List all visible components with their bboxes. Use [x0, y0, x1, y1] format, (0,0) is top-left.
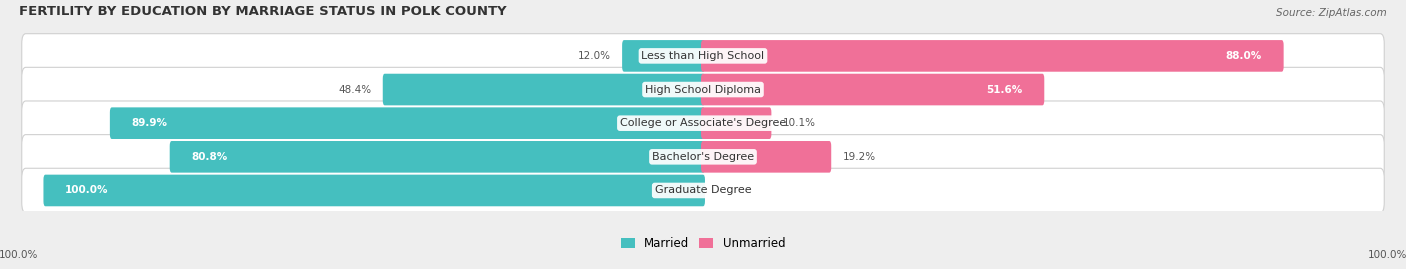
FancyBboxPatch shape: [44, 175, 704, 206]
Text: Graduate Degree: Graduate Degree: [655, 185, 751, 196]
Text: 80.8%: 80.8%: [191, 152, 228, 162]
FancyBboxPatch shape: [21, 134, 1385, 179]
Text: 100.0%: 100.0%: [1368, 250, 1406, 260]
Text: Bachelor's Degree: Bachelor's Degree: [652, 152, 754, 162]
Text: 19.2%: 19.2%: [842, 152, 876, 162]
Text: 48.4%: 48.4%: [339, 84, 371, 94]
Text: 88.0%: 88.0%: [1226, 51, 1263, 61]
FancyBboxPatch shape: [110, 107, 704, 139]
FancyBboxPatch shape: [21, 34, 1385, 78]
Text: Source: ZipAtlas.com: Source: ZipAtlas.com: [1277, 8, 1386, 18]
Text: 12.0%: 12.0%: [578, 51, 612, 61]
FancyBboxPatch shape: [170, 141, 704, 173]
FancyBboxPatch shape: [21, 168, 1385, 213]
Text: College or Associate's Degree: College or Associate's Degree: [620, 118, 786, 128]
FancyBboxPatch shape: [21, 101, 1385, 145]
FancyBboxPatch shape: [702, 107, 772, 139]
Text: FERTILITY BY EDUCATION BY MARRIAGE STATUS IN POLK COUNTY: FERTILITY BY EDUCATION BY MARRIAGE STATU…: [20, 5, 506, 18]
FancyBboxPatch shape: [21, 67, 1385, 112]
Legend: Married, Unmarried: Married, Unmarried: [616, 232, 790, 255]
FancyBboxPatch shape: [702, 74, 1045, 105]
Text: 51.6%: 51.6%: [987, 84, 1022, 94]
FancyBboxPatch shape: [702, 40, 1284, 72]
Text: 100.0%: 100.0%: [0, 250, 38, 260]
FancyBboxPatch shape: [702, 141, 831, 173]
FancyBboxPatch shape: [382, 74, 704, 105]
Text: High School Diploma: High School Diploma: [645, 84, 761, 94]
Text: Less than High School: Less than High School: [641, 51, 765, 61]
FancyBboxPatch shape: [621, 40, 704, 72]
Text: 89.9%: 89.9%: [132, 118, 167, 128]
Text: 100.0%: 100.0%: [65, 185, 108, 196]
Text: 10.1%: 10.1%: [783, 118, 815, 128]
